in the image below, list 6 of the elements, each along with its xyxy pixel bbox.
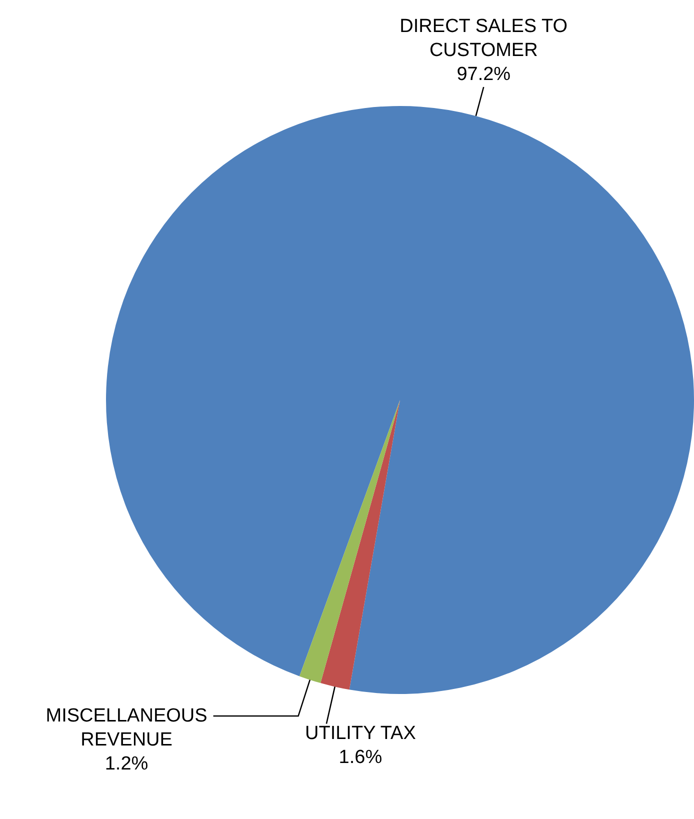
- data-label: 1.6%: [338, 746, 382, 768]
- slice-label: DIRECT SALES TO CUSTOMER: [400, 16, 568, 62]
- data-label: 1.2%: [104, 753, 148, 774]
- data-label: 97.2%: [456, 64, 511, 86]
- slice-label: UTILITY TAX: [305, 722, 416, 744]
- slice-label: MISCELLANEOUS REVENUE: [46, 705, 208, 750]
